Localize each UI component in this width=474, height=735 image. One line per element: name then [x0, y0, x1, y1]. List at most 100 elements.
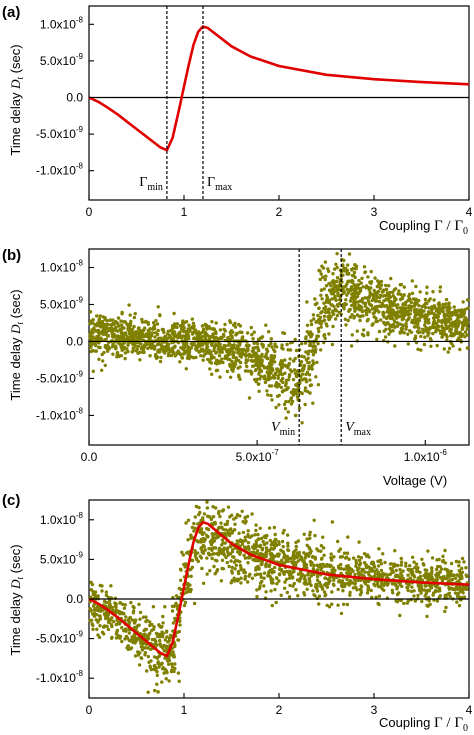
- data-point: [456, 308, 460, 313]
- data-point: [115, 334, 120, 338]
- data-point: [178, 619, 182, 623]
- data-point: [133, 654, 138, 658]
- data-point: [88, 335, 92, 340]
- data-point: [441, 332, 445, 336]
- data-point: [430, 556, 435, 560]
- data-point: [449, 569, 453, 573]
- data-point: [319, 322, 323, 326]
- data-point: [420, 557, 424, 561]
- data-point: [264, 563, 268, 567]
- data-point: [220, 336, 224, 341]
- data-point: [358, 308, 362, 312]
- data-point: [213, 520, 217, 525]
- data-point: [181, 352, 186, 356]
- data-point: [91, 592, 96, 597]
- data-point: [96, 620, 100, 624]
- x-tick-label: 1: [181, 703, 188, 717]
- data-point: [93, 349, 97, 353]
- data-point: [309, 322, 314, 327]
- data-point: [307, 364, 311, 369]
- data-point: [443, 609, 447, 614]
- y-tick-label: -5.0x10-9: [36, 369, 84, 385]
- data-point: [352, 304, 357, 308]
- data-point: [455, 326, 459, 330]
- data-point: [277, 393, 281, 398]
- data-point: [241, 335, 245, 339]
- data-point: [178, 567, 183, 571]
- data-point: [332, 555, 336, 559]
- data-point: [312, 317, 316, 321]
- data-point: [176, 638, 180, 642]
- data-point: [189, 346, 193, 350]
- data-point: [465, 587, 469, 591]
- data-point: [213, 558, 218, 562]
- data-point: [195, 334, 200, 338]
- data-point: [92, 608, 96, 612]
- data-point: [173, 354, 177, 358]
- data-point: [188, 329, 192, 333]
- data-point: [188, 583, 192, 587]
- data-point: [300, 572, 304, 577]
- data-point: [413, 325, 418, 329]
- data-point: [118, 634, 123, 639]
- data-point: [367, 287, 371, 292]
- data-point: [443, 576, 447, 581]
- data-point: [256, 552, 261, 556]
- data-point: [220, 357, 224, 361]
- data-point: [148, 335, 152, 339]
- data-point: [175, 325, 179, 329]
- data-point: [333, 267, 337, 271]
- data-point: [120, 626, 124, 630]
- data-point: [164, 677, 168, 681]
- vline-label-sub: min: [147, 182, 163, 193]
- data-point: [405, 318, 409, 323]
- data-point: [373, 583, 377, 588]
- data-point: [431, 290, 435, 294]
- data-point: [206, 357, 210, 362]
- data-point: [429, 306, 434, 310]
- data-point: [419, 586, 423, 590]
- data-point: [162, 643, 166, 648]
- data-point: [433, 589, 438, 593]
- data-point: [460, 566, 464, 571]
- data-point: [172, 311, 176, 316]
- data-point: [307, 554, 311, 558]
- data-point: [274, 600, 278, 605]
- data-point: [398, 567, 402, 572]
- data-point: [102, 612, 107, 616]
- data-point: [158, 624, 162, 628]
- data-point: [205, 327, 209, 331]
- data-point: [136, 330, 140, 335]
- data-point: [404, 312, 408, 317]
- data-point: [359, 590, 364, 595]
- data-point: [387, 284, 391, 288]
- data-point: [377, 602, 381, 607]
- data-point: [379, 562, 384, 566]
- data-point: [128, 337, 132, 341]
- data-point: [322, 287, 326, 291]
- data-point: [461, 325, 465, 329]
- data-point: [136, 327, 141, 331]
- data-point: [267, 343, 271, 348]
- data-point: [305, 552, 309, 556]
- data-point: [251, 557, 255, 562]
- data-point: [190, 317, 194, 321]
- data-point: [180, 356, 185, 360]
- data-point: [253, 546, 258, 550]
- panel-b-scatter-series: [88, 252, 470, 425]
- data-point: [354, 264, 359, 268]
- data-point: [246, 561, 250, 565]
- data-point: [308, 343, 312, 348]
- panel-a-frame: [88, 5, 470, 201]
- data-point: [116, 316, 121, 320]
- panel-b-ylabel-sub: t: [15, 321, 25, 324]
- data-point: [106, 346, 111, 350]
- data-point: [347, 309, 351, 313]
- data-point: [198, 331, 203, 336]
- data-point: [381, 294, 385, 298]
- data-point: [110, 635, 114, 640]
- data-point: [89, 345, 93, 349]
- data-point: [273, 532, 277, 537]
- data-point: [201, 334, 206, 338]
- data-point: [91, 604, 96, 608]
